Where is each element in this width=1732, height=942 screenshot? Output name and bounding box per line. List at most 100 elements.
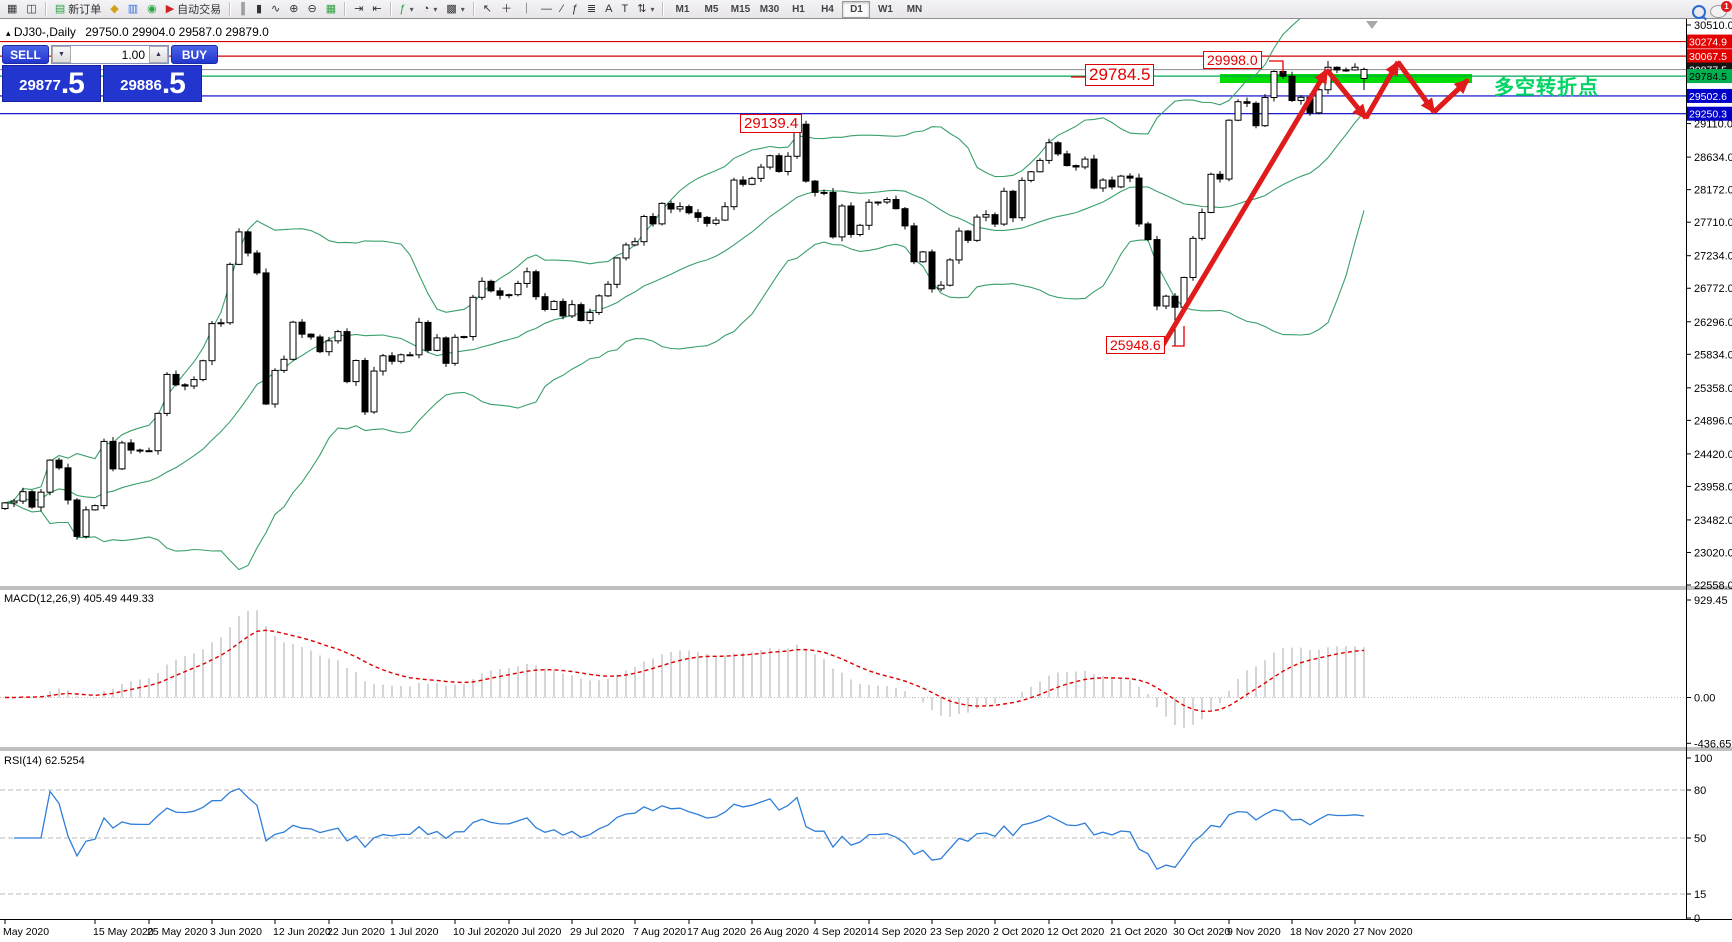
price-axis-label: 27710.0 (1694, 217, 1732, 229)
strategy-tester-button[interactable]: ◉ (143, 0, 161, 18)
timeframe-d1-button[interactable]: D1 (842, 0, 871, 18)
price-annotation[interactable]: 29998.0 (1203, 51, 1262, 69)
zoom-in-button[interactable]: ⊕ (285, 0, 302, 18)
ohlc-values: 29750.0 29904.0 29587.0 29879.0 (85, 25, 269, 39)
arrows-button[interactable]: ⇅ ▾ (633, 0, 658, 18)
new-chart-button[interactable]: ▦ (3, 0, 21, 18)
vertical-line-button[interactable]: ｜ (517, 0, 536, 18)
candlestick-chart-button[interactable]: ▮ (252, 0, 266, 18)
line-chart-button[interactable]: ∿ (267, 0, 284, 18)
volume-input[interactable] (71, 46, 149, 63)
notification-balloon-icon[interactable]: 1 (1710, 1, 1732, 18)
toolbar-separator (472, 2, 475, 16)
price-annotation[interactable]: 25948.6 (1106, 336, 1165, 354)
sell-price-big-digit: .5 (60, 67, 85, 100)
search-icon[interactable] (1692, 5, 1706, 19)
date-axis-label: 27 Nov 2020 (1353, 926, 1413, 938)
date-axis-label: 26 Aug 2020 (750, 926, 809, 938)
equidistant-channel-button[interactable]: ≣ (583, 0, 600, 18)
macd-axis-label: -436.65 (1694, 738, 1731, 750)
auto-scroll-button[interactable]: ⇥ (350, 0, 367, 18)
templates-icon: ▩ (446, 3, 457, 15)
periods-button[interactable]: ◔ ▾ (419, 0, 442, 18)
timeframe-mn-button[interactable]: MN (906, 3, 923, 15)
sell-button[interactable]: SELL (2, 45, 49, 64)
fibonacci-icon: ƒ (571, 3, 578, 15)
timeframe-m5-button[interactable]: M5 (704, 3, 719, 15)
indicators-caret-icon: ▾ (409, 4, 414, 14)
templates-button[interactable]: ▩ ▾ (442, 0, 468, 18)
bar-chart-button[interactable]: ║ (235, 0, 251, 18)
symbol-marker-icon: ▴ (6, 28, 11, 38)
timeframe-m1-button[interactable]: M1 (675, 3, 690, 15)
text-button[interactable]: A (601, 0, 616, 18)
timeframe-m15-button[interactable]: M15 (730, 3, 751, 15)
rsi-axis-label: 0 (1694, 913, 1700, 925)
trendline-button[interactable]: ∕ (557, 0, 567, 18)
text-icon: A (605, 3, 613, 15)
arrows-icon: ⇅ (637, 3, 647, 15)
horizontal-line-button[interactable]: — (537, 0, 556, 18)
volume-down-button[interactable]: ▼ (52, 46, 71, 63)
cn-turning-point-annotation[interactable]: 多空转折点 (1494, 77, 1599, 99)
chart-shift-icon: ⇤ (372, 3, 382, 15)
date-axis-label: 30 Oct 2020 (1173, 926, 1230, 938)
timeframe-h1-button[interactable]: H1 (792, 3, 805, 15)
timeframe-m30-button[interactable]: M30 (759, 3, 780, 15)
rsi-indicator-label: RSI(14) 62.5254 (4, 755, 85, 767)
new-order-button[interactable]: ▤ 新订单 (51, 0, 105, 18)
timeframe-w1-button[interactable]: W1 (877, 3, 893, 15)
new-order-icon: ▤ (54, 3, 66, 15)
profiles-button[interactable]: ◫ (22, 0, 40, 18)
auto-scroll-icon: ⇥ (354, 3, 364, 15)
profiles-icon: ◫ (26, 3, 37, 15)
price-line-badge: 29784.5 (1689, 71, 1727, 83)
one-click-trading-panel: SELL ▼ ▲ BUY 29877 .5 29886 .5 (2, 45, 218, 102)
text-label-button[interactable]: T (618, 0, 633, 18)
date-axis-label: 1 Jul 2020 (390, 926, 439, 938)
chart-shift-button[interactable]: ⇤ (368, 0, 385, 18)
sell-price-main: 29877 (19, 77, 61, 94)
timeframe-h4-button[interactable]: H4 (821, 3, 834, 15)
arrows-caret-icon: ▾ (650, 4, 655, 14)
cursor-icon: ↖ (482, 3, 492, 15)
toolbar-separator (344, 2, 347, 16)
tile-windows-button[interactable]: ▦ (322, 0, 340, 18)
toolbar-separator (662, 2, 665, 16)
price-axis-label: 22558.0 (1694, 580, 1732, 592)
price-line-badge: 30274.9 (1689, 37, 1727, 49)
price-annotation[interactable]: 29784.5 (1085, 64, 1155, 86)
price-axis-label: 23020.0 (1694, 547, 1732, 559)
date-axis-label: 14 Sep 2020 (867, 926, 927, 938)
macd-axis-label: 0.00 (1694, 693, 1715, 705)
price-line-badge: 30067.5 (1689, 51, 1727, 63)
date-axis-label: 25 May 2020 (147, 926, 208, 938)
fibonacci-button[interactable]: ƒ (568, 0, 582, 18)
date-axis-label: May 2020 (3, 926, 49, 938)
market-watch-button[interactable]: ◆ (106, 0, 122, 18)
price-line-badge: 29250.3 (1689, 109, 1727, 121)
autotrading-label: 自动交易 (177, 4, 222, 16)
bar-chart-icon: ║ (239, 3, 247, 15)
indicators-button[interactable]: ƒ ▾ (396, 0, 418, 18)
buy-price[interactable]: 29886 .5 (103, 65, 202, 102)
price-axis-label: 25834.0 (1694, 349, 1732, 361)
cursor-button[interactable]: ↖ (479, 0, 496, 18)
date-axis-label: 18 Nov 2020 (1290, 926, 1350, 938)
price-axis-label: 30510.0 (1694, 20, 1732, 32)
zoom-out-icon: ⊖ (307, 3, 317, 15)
price-axis-label: 26772.0 (1694, 283, 1732, 295)
crosshair-button[interactable]: ＋ (497, 0, 516, 18)
autotrading-button[interactable]: ▶ 自动交易 (162, 0, 225, 18)
new-order-label: 新订单 (68, 4, 102, 16)
price-annotation[interactable]: 29139.4 (740, 114, 803, 133)
candlestick-chart-icon: ▮ (255, 3, 263, 15)
zoom-out-button[interactable]: ⊖ (303, 0, 320, 18)
buy-button[interactable]: BUY (171, 45, 218, 64)
rsi-axis-label: 50 (1694, 833, 1706, 845)
sell-price[interactable]: 29877 .5 (2, 65, 101, 102)
data-window-button[interactable]: ▥ (124, 0, 142, 18)
volume-up-button[interactable]: ▲ (149, 46, 168, 63)
